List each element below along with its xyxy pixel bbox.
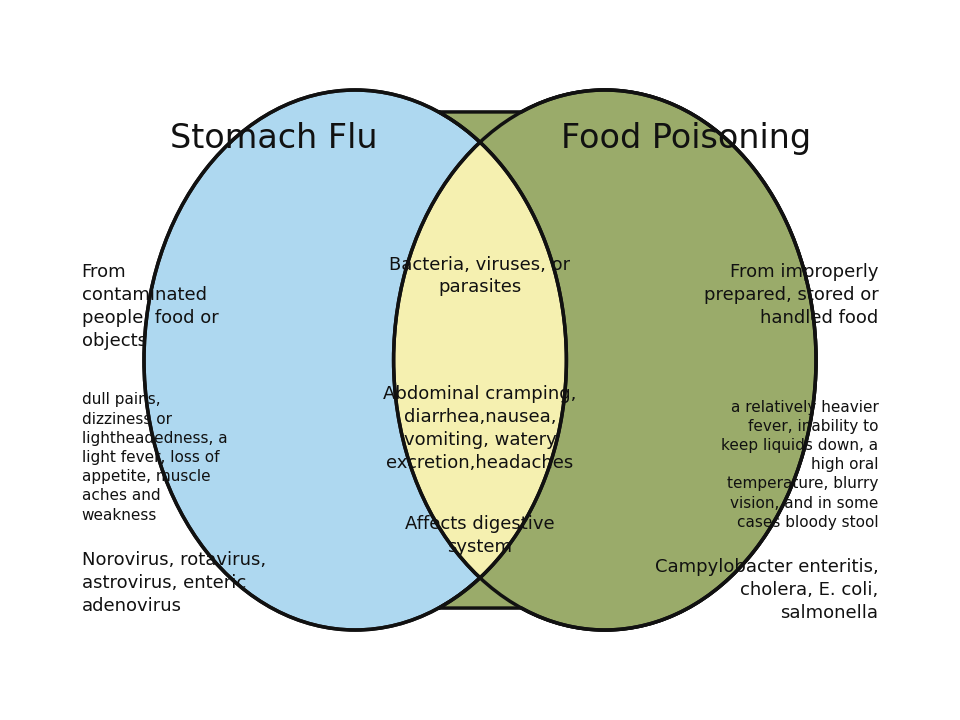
Text: Bacteria, viruses, or
parasites: Bacteria, viruses, or parasites	[390, 256, 570, 297]
Ellipse shape	[394, 90, 816, 630]
Ellipse shape	[144, 90, 566, 630]
Text: Stomach Flu: Stomach Flu	[170, 122, 377, 156]
Text: From improperly
prepared, stored or
handled food: From improperly prepared, stored or hand…	[704, 263, 878, 327]
Text: Campylobacter enteritis,
cholera, E. coli,
salmonella: Campylobacter enteritis, cholera, E. col…	[655, 558, 878, 622]
Text: Food Poisoning: Food Poisoning	[562, 122, 811, 156]
Polygon shape	[439, 90, 816, 630]
Text: Affects digestive
system: Affects digestive system	[405, 515, 555, 556]
Text: Abdominal cramping,
diarrhea,nausea,
vomiting, watery
excretion,headaches: Abdominal cramping, diarrhea,nausea, vom…	[383, 385, 577, 472]
Text: Norovirus, rotavirus,
astrovirus, enteric
adenovirus: Norovirus, rotavirus, astrovirus, enteri…	[82, 551, 266, 615]
Text: From
contaminated
people, food or
objects: From contaminated people, food or object…	[82, 263, 218, 349]
Text: a relatively heavier
fever, inability to
keep liquids down, a
high oral
temperat: a relatively heavier fever, inability to…	[721, 400, 878, 530]
Text: dull pains,
dizziness or
lightheadedness, a
light fever, loss of
appetite, muscl: dull pains, dizziness or lightheadedness…	[82, 392, 228, 523]
